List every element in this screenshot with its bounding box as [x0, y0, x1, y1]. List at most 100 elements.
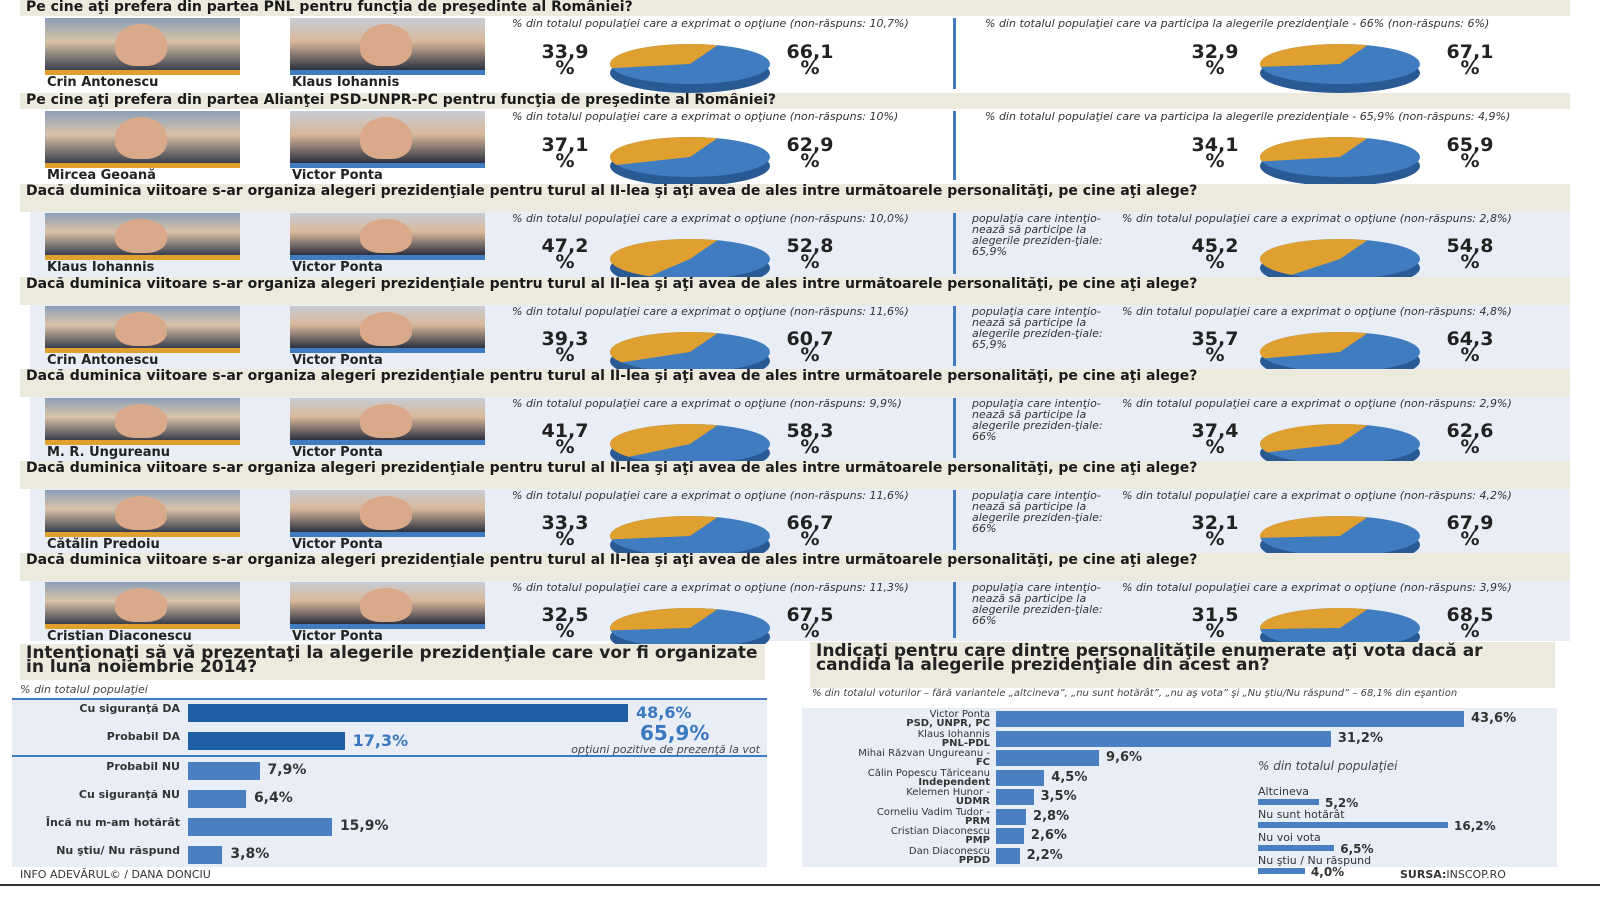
candidate-photo — [290, 490, 485, 537]
pie-value-number: 39,3 — [541, 328, 589, 350]
question-title: Dacă duminica viitoare s-ar organiza ale… — [20, 461, 1570, 489]
face-placeholder — [360, 117, 412, 159]
pie-slice-a — [610, 608, 718, 631]
face-placeholder — [360, 312, 412, 346]
divider — [953, 213, 956, 274]
pie-value-unit: % — [555, 150, 575, 172]
note-left: % din totalul populaţiei care a exprimat… — [512, 212, 909, 225]
note-left: % din totalul populaţiei care a exprimat… — [512, 489, 909, 502]
candidate-vote-subtitle: % din totalul voturilor – fără variantel… — [812, 688, 1458, 699]
pie-value: 64,3% — [1440, 330, 1500, 366]
bar-label: Klaus Iohannis PNL-PDL — [810, 729, 990, 749]
pie-value: 60,7% — [780, 328, 840, 365]
divider — [953, 490, 956, 550]
bar-value: 17,3% — [352, 731, 409, 750]
question-title: Dacă duminica viitoare s-ar organiza ale… — [20, 369, 1570, 397]
inset-label: Altcineva — [1258, 785, 1309, 798]
pie-value-number: 37,4 — [1191, 420, 1239, 442]
pie-value: 62,9% — [780, 136, 840, 171]
pie-value-number: 62,6 — [1446, 420, 1494, 442]
inset-bar — [1258, 845, 1335, 851]
face-placeholder — [360, 588, 412, 622]
pie-value-unit: % — [1460, 620, 1480, 642]
pie-value-unit: % — [1460, 436, 1480, 458]
pie-value-number: 60,7 — [786, 328, 834, 350]
pie-value-unit: % — [1460, 57, 1480, 79]
bar-label-party: PNL-PDL — [941, 737, 990, 749]
pie-value-unit: % — [800, 620, 820, 642]
annotation-value: 65,9% — [640, 721, 710, 745]
pie-value-unit: % — [1205, 57, 1225, 79]
pie-value: 32,5% — [535, 606, 595, 642]
pie-value-unit: % — [555, 620, 575, 642]
pie-chart — [1260, 424, 1420, 473]
pie-value-number: 67,1 — [1446, 41, 1494, 63]
pie-chart — [1260, 44, 1420, 93]
candidate-vote-title: Indicaţi pentru care dintre personalităţ… — [810, 642, 1555, 688]
bar-label: Cu siguranţă DA — [79, 702, 180, 715]
pie-value-number: 35,7 — [1191, 328, 1239, 350]
bar-label-party: UDMR — [955, 796, 990, 807]
pie-value-unit: % — [1205, 436, 1225, 458]
candidate-name: Klaus Iohannis — [47, 260, 155, 275]
pie-slice-a — [610, 424, 718, 457]
pie-value: 31,5% — [1185, 606, 1245, 642]
pie-value-unit: % — [1460, 528, 1480, 550]
candidate-name: Victor Ponta — [292, 629, 383, 644]
face-placeholder — [115, 588, 167, 622]
note-right: % din totalul populaţiei care a exprimat… — [1122, 305, 1512, 318]
note-right: % din totalul populaţiei care a exprimat… — [1122, 212, 1512, 225]
inset-value: 16,2% — [1454, 819, 1496, 833]
bar — [188, 790, 246, 808]
inset-label: Nu sunt hotărât — [1258, 808, 1345, 821]
pie-value-unit: % — [1205, 620, 1225, 642]
question-title: Dacă duminica viitoare s-ar organiza ale… — [20, 184, 1570, 212]
inset-value: 6,5% — [1340, 842, 1374, 856]
divider — [953, 18, 956, 89]
candidate-photo — [45, 306, 240, 353]
pie-chart — [610, 424, 770, 473]
face-placeholder — [115, 24, 167, 66]
pie-value-unit: % — [1460, 344, 1480, 366]
divider — [953, 306, 956, 366]
bar-value: 2,8% — [1033, 808, 1070, 824]
candidate-photo — [45, 18, 240, 75]
pie-slice-a — [1260, 424, 1368, 453]
bar — [188, 732, 345, 750]
bar-value: 9,6% — [1106, 750, 1143, 765]
footer-rule — [0, 884, 1600, 886]
turnout-subtitle: % din totalul populaţiei — [20, 683, 148, 696]
bar — [188, 818, 332, 836]
bar-value: 3,8% — [230, 846, 270, 862]
candidate-name: Cristian Diaconescu — [47, 629, 192, 644]
note-right: % din totalul populaţiei care a exprimat… — [1122, 397, 1512, 410]
bar-value: 2,6% — [1030, 828, 1067, 843]
pie-value: 65,9% — [1440, 136, 1500, 171]
pie-value-unit: % — [1205, 344, 1225, 366]
face-placeholder — [115, 312, 167, 346]
inset-value: 4,0% — [1310, 865, 1345, 879]
bar-label: Nu ştiu/ Nu răspund — [56, 844, 180, 857]
bar-value: 43,6% — [1471, 711, 1517, 726]
candidate-name: Cătălin Predoiu — [47, 537, 160, 552]
pie-chart — [610, 137, 770, 186]
face-placeholder — [115, 404, 167, 438]
pie-chart — [610, 44, 770, 93]
pie-value-number: 37,1 — [541, 134, 589, 156]
bar-value: 7,9% — [267, 762, 307, 778]
pie-value: 54,8% — [1440, 237, 1500, 272]
face-placeholder — [115, 496, 167, 530]
pie-value: 62,6% — [1440, 420, 1500, 458]
pie-value-number: 67,5 — [786, 604, 834, 626]
pie-value-unit: % — [800, 251, 820, 273]
bar-label-name: Victor Ponta — [929, 709, 990, 720]
face-placeholder — [360, 219, 412, 253]
bar — [188, 762, 260, 780]
turnout-note: populaţia care intenţio-nează să partici… — [972, 397, 1103, 443]
note-left: % din totalul populaţiei care a exprimat… — [512, 305, 909, 318]
face-placeholder — [360, 24, 412, 66]
pie-slice-a — [610, 332, 718, 363]
face-placeholder — [360, 496, 412, 530]
bar-value: 31,2% — [1337, 730, 1383, 746]
candidate-photo — [290, 18, 485, 75]
